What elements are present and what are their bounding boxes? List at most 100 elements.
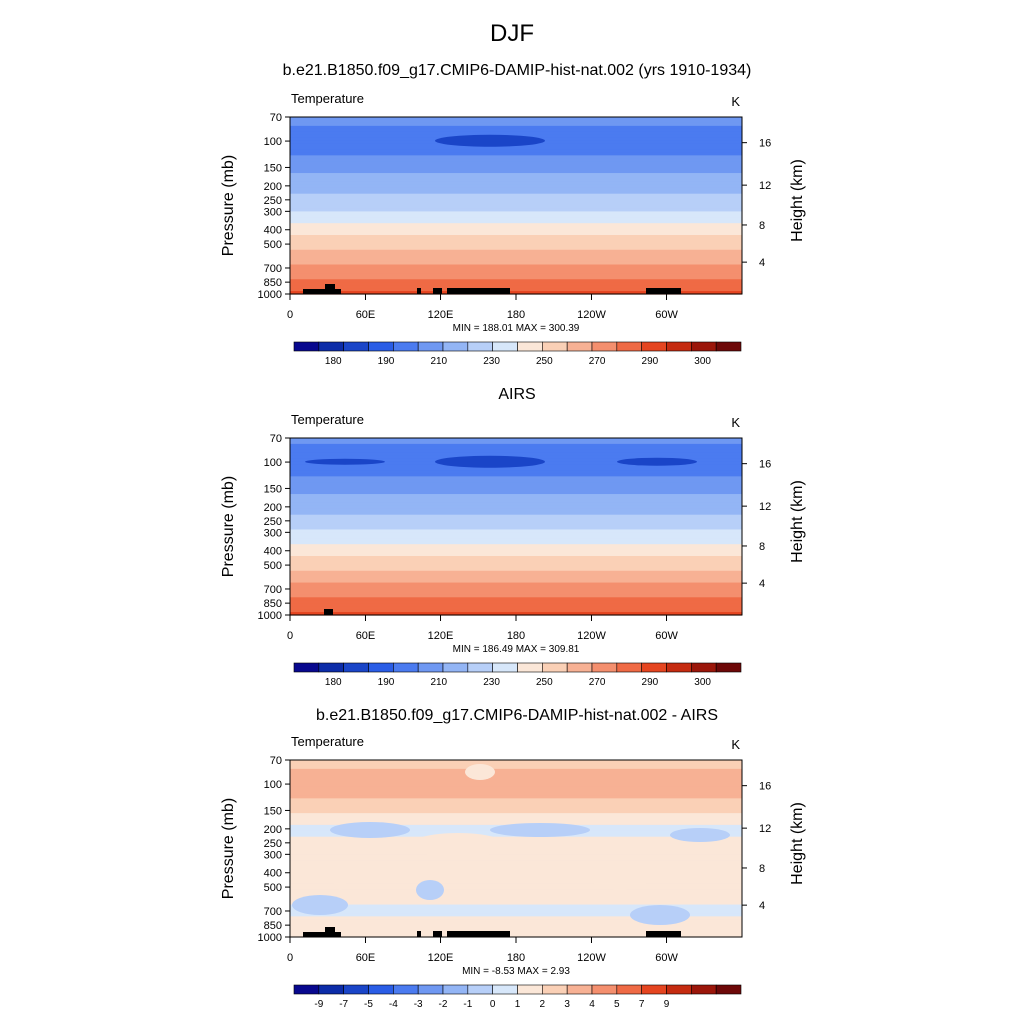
- x-tick-label: 0: [287, 309, 293, 321]
- panel-1-title: b.e21.B1850.f09_g17.CMIP6-DAMIP-hist-nat…: [282, 62, 752, 79]
- contour-band: [290, 440, 742, 445]
- colorbar-label: 300: [694, 356, 711, 367]
- contour-band: [290, 913, 742, 917]
- contour-band: [290, 526, 742, 531]
- contour-band: [290, 267, 742, 271]
- contour-band: [290, 594, 742, 598]
- y-tick-label: 300: [264, 206, 282, 218]
- contour-band: [290, 173, 742, 177]
- topography-mask: [324, 609, 333, 615]
- contour-band: [290, 499, 742, 504]
- x-tick-label: 60W: [655, 952, 678, 964]
- contour-band: [290, 609, 742, 613]
- contour-band: [290, 783, 742, 788]
- height-tick-label: 8: [759, 863, 765, 875]
- colorbar-swatch: [293, 984, 320, 995]
- colorbar-label: -5: [364, 999, 373, 1010]
- colorbar-label: 180: [325, 677, 342, 688]
- contour-band: [290, 922, 742, 926]
- colorbar-label: 290: [642, 356, 659, 367]
- contour-band: [290, 801, 742, 805]
- anomaly-contour: [670, 828, 730, 842]
- topography-mask: [447, 288, 510, 294]
- y-axis-title: Pressure (mb): [220, 155, 237, 256]
- contour-band: [290, 255, 742, 260]
- contour-band: [290, 508, 742, 513]
- panel-3-title: b.e21.B1850.f09_g17.CMIP6-DAMIP-hist-nat…: [316, 707, 718, 724]
- contour-band: [290, 161, 742, 165]
- colorbar-swatch: [691, 984, 717, 995]
- min-max-stats: MIN = 186.49 MAX = 309.81: [453, 644, 580, 655]
- contour-band: [290, 541, 742, 545]
- x-tick-label: 0: [287, 952, 293, 964]
- contour-band: [290, 532, 742, 536]
- tropopause-cold-core: [617, 457, 697, 466]
- anomaly-contour: [292, 895, 348, 915]
- contour-band: [290, 176, 742, 180]
- colorbar-swatch: [517, 984, 543, 995]
- height-tick-label: 8: [759, 220, 765, 232]
- contour-band: [290, 550, 742, 554]
- contour-band: [290, 771, 742, 776]
- contour-band: [290, 128, 742, 133]
- contour-band: [290, 122, 742, 127]
- contour-band: [290, 282, 742, 286]
- colorbar-label: 290: [642, 677, 659, 688]
- height-tick-label: 4: [759, 900, 765, 912]
- contour-band: [290, 196, 742, 201]
- contour-band: [290, 488, 742, 492]
- y-tick-label: 300: [264, 849, 282, 861]
- contour-band: [290, 479, 742, 483]
- contour-band: [290, 582, 742, 587]
- contour-band: [290, 190, 742, 195]
- height-axis-title: Height (km): [789, 480, 806, 563]
- y-tick-label: 150: [264, 805, 282, 817]
- contour-band: [290, 223, 742, 227]
- contour-band: [290, 229, 742, 233]
- y-tick-label: 100: [264, 136, 282, 148]
- variable-label: Temperature: [291, 734, 364, 749]
- contour-band: [290, 819, 742, 823]
- y-tick-label: 200: [264, 502, 282, 514]
- contour-band: [290, 288, 742, 292]
- anomaly-contour: [400, 925, 440, 935]
- contour-band: [290, 919, 742, 923]
- x-tick-label: 120W: [577, 309, 606, 321]
- contour-band: [290, 789, 742, 794]
- contour-band: [290, 795, 742, 799]
- contour-band: [290, 538, 742, 542]
- contour-band: [290, 762, 742, 767]
- contour-band: [290, 146, 742, 151]
- y-tick-label: 250: [264, 838, 282, 850]
- contour-band: [290, 523, 742, 528]
- colorbar-label: -7: [339, 999, 348, 1010]
- y-tick-label: 400: [264, 546, 282, 558]
- contour-band: [290, 517, 742, 522]
- contour-band: [290, 152, 742, 156]
- y-tick-label: 1000: [258, 932, 282, 944]
- y-tick-label: 1000: [258, 610, 282, 622]
- x-tick-label: 60E: [356, 309, 376, 321]
- colorbar-label: 3: [564, 999, 570, 1010]
- contour-band: [290, 925, 742, 929]
- colorbar-label: 230: [483, 677, 500, 688]
- height-tick-label: 16: [759, 459, 771, 471]
- contour-band: [290, 606, 742, 610]
- contour-band: [290, 547, 742, 551]
- contour-band: [290, 866, 742, 870]
- contour-band: [290, 558, 742, 563]
- x-tick-label: 120W: [577, 952, 606, 964]
- contour-band: [290, 273, 742, 277]
- contour-band: [290, 237, 742, 242]
- tropopause-cold-core: [435, 134, 545, 147]
- contour-band: [290, 807, 742, 811]
- contour-band: [290, 220, 742, 224]
- y-tick-label: 250: [264, 195, 282, 207]
- colorbar-label: -3: [414, 999, 423, 1010]
- contour-band: [290, 857, 742, 861]
- anomaly-contour: [330, 822, 410, 838]
- colorbar-swatch: [393, 984, 419, 995]
- contour-band: [290, 491, 742, 495]
